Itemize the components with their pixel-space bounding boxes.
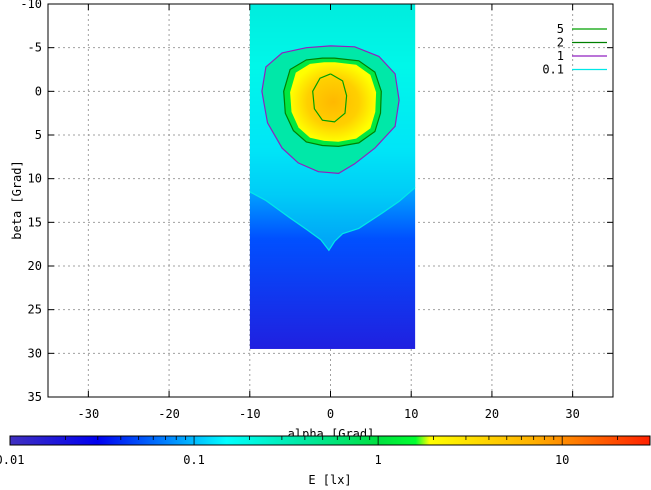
contour-line-2 xyxy=(283,57,382,148)
y-axis-label: beta [Grad] xyxy=(10,160,24,239)
colorbar-tick-label: 10 xyxy=(555,453,569,467)
colorbar: 0.01 0.1 1 10 xyxy=(0,435,651,467)
x-tick-label: 0 xyxy=(327,407,334,421)
y-tick-label: 5 xyxy=(35,128,42,142)
x-tick-label: 30 xyxy=(565,407,579,421)
contour-lines xyxy=(249,45,416,252)
x-tick-label: -10 xyxy=(239,407,261,421)
y-tick-label: 20 xyxy=(28,259,42,273)
heatmap-region xyxy=(249,4,416,349)
band-yellow xyxy=(290,62,377,142)
contour-line-1 xyxy=(261,45,400,175)
colorbar-tick-label: 0.01 xyxy=(0,453,24,467)
x-tick-label: -30 xyxy=(78,407,100,421)
colorbar-label: E [lx] xyxy=(308,473,351,486)
y-tick-label: 30 xyxy=(28,346,42,360)
legend-label: 2 xyxy=(557,36,564,50)
y-tick-label: 10 xyxy=(28,172,42,186)
contour-line-5 xyxy=(312,73,348,123)
y-tick-label: 35 xyxy=(28,390,42,404)
colorbar-tick-label: 0.1 xyxy=(183,453,205,467)
colorbar-tick-label: 1 xyxy=(375,453,382,467)
x-tick-label: 20 xyxy=(485,407,499,421)
y-tick-label: -10 xyxy=(20,0,42,11)
x-tick-label: -20 xyxy=(158,407,180,421)
y-tick-label: 15 xyxy=(28,215,42,229)
legend-label: 5 xyxy=(557,22,564,36)
contour-line-0-1 xyxy=(249,186,416,252)
legend-label: 0.1 xyxy=(542,63,564,77)
legend-label: 1 xyxy=(557,49,564,63)
x-tick-label: 10 xyxy=(404,407,418,421)
y-tick-label: -5 xyxy=(28,41,42,55)
y-tick-label: 0 xyxy=(35,84,42,98)
y-tick-label: 25 xyxy=(28,303,42,317)
